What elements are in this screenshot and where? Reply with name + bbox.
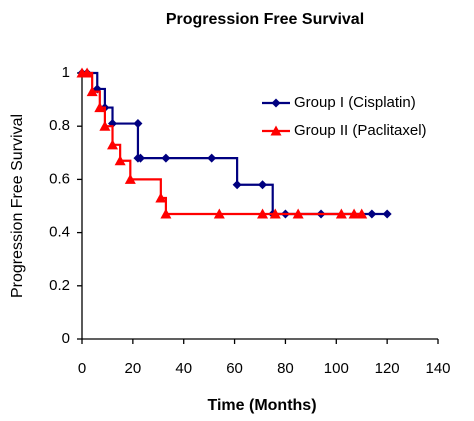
legend-marker [270, 125, 282, 136]
legend-label: Group I (Cisplatin) [294, 94, 416, 111]
data-point [207, 153, 217, 163]
data-point [133, 119, 143, 129]
data-point [124, 173, 136, 184]
x-tick-label: 20 [125, 360, 142, 377]
x-tick-label: 80 [277, 360, 294, 377]
data-point [86, 86, 98, 97]
data-point [367, 209, 377, 219]
x-tick-label: 60 [226, 360, 243, 377]
data-point [81, 67, 93, 78]
data-point [232, 180, 242, 190]
data-point [382, 209, 392, 219]
data-point [114, 155, 126, 166]
x-tick-label: 40 [175, 360, 192, 377]
data-point [94, 102, 106, 113]
y-tick-label: 0.4 [49, 224, 70, 241]
data-point [213, 208, 225, 219]
data-point [258, 180, 268, 190]
data-point [155, 192, 167, 203]
data-point [348, 208, 360, 219]
y-tick-label: 0 [62, 330, 70, 347]
x-tick-label: 0 [78, 360, 86, 377]
data-point [161, 153, 171, 163]
data-point [292, 208, 304, 219]
data-point [335, 208, 347, 219]
x-tick-label: 120 [375, 360, 400, 377]
data-point [257, 208, 269, 219]
data-point [99, 120, 111, 131]
legend-label: Group II (Paclitaxel) [294, 122, 427, 139]
data-point [269, 208, 281, 219]
x-tick-label: 140 [425, 360, 450, 377]
y-tick-label: 0.2 [49, 277, 70, 294]
y-tick-label: 0.8 [49, 117, 70, 134]
data-point [356, 208, 368, 219]
y-tick-label: 0.6 [49, 170, 70, 187]
legend-marker [271, 98, 281, 108]
y-axis-label: Progression Free Survival [9, 114, 26, 298]
x-axis-label: Time (Months) [207, 397, 316, 414]
y-tick-label: 1 [62, 64, 70, 81]
chart-title: Progression Free Survival [166, 11, 364, 28]
data-point [107, 139, 119, 150]
data-point [160, 208, 172, 219]
data-point [135, 153, 145, 163]
x-tick-label: 100 [324, 360, 349, 377]
